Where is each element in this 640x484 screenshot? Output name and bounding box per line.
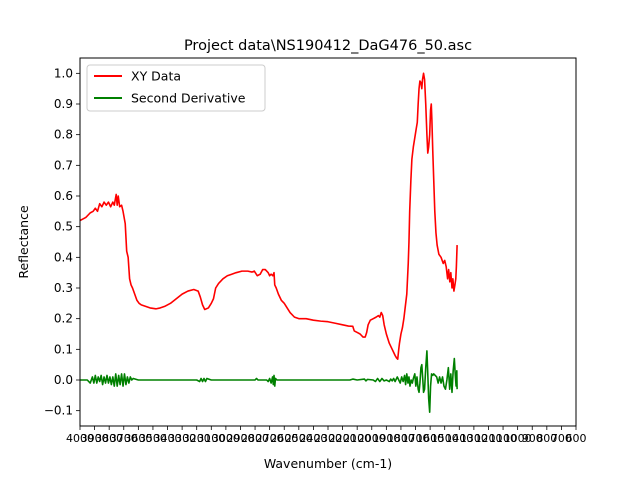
y-tick-label: 0.8 — [54, 128, 73, 142]
y-axis: −0.1 0.0 0.1 0.2 0.3 0.4 0.5 0.6 0.7 0.8 0.9 1.0 — [44, 66, 80, 418]
x-tick-label: 2200 — [329, 432, 357, 445]
x-tick-label: 3100 — [197, 432, 225, 445]
y-tick-label: 0.0 — [54, 373, 73, 387]
y-tick-label: 1.0 — [54, 66, 73, 80]
x-tick-label: 2300 — [314, 432, 342, 445]
legend: XY Data Second Derivative — [86, 64, 266, 112]
x-tick-label: 600 — [566, 432, 587, 445]
x-tick-label: 2700 — [256, 432, 284, 445]
x-tick-label: 1500 — [431, 432, 459, 445]
x-tick-label: 1900 — [372, 432, 400, 445]
y-tick-label: 0.6 — [54, 189, 73, 203]
x-tick-label: 2500 — [285, 432, 313, 445]
x-tick-label: 1400 — [445, 432, 473, 445]
y-tick-label: 0.7 — [54, 158, 73, 172]
x-tick-label: 3900 — [81, 432, 109, 445]
x-tick-label: 1600 — [416, 432, 444, 445]
x-tick-label: 2400 — [299, 432, 327, 445]
x-axis: 4000390038003700360035003400330032003100… — [66, 426, 587, 445]
x-tick-label: 3300 — [168, 432, 196, 445]
x-tick-label: 1300 — [460, 432, 488, 445]
y-tick-label: 0.3 — [54, 281, 73, 295]
x-tick-label: 1700 — [402, 432, 430, 445]
y-tick-label: 0.2 — [54, 312, 73, 326]
x-tick-label: 1000 — [504, 432, 532, 445]
legend-box — [86, 64, 266, 112]
x-tick-label: 2000 — [358, 432, 386, 445]
x-axis-label: Wavenumber (cm-1) — [264, 456, 392, 471]
y-tick-label: −0.1 — [44, 404, 73, 418]
x-tick-label: 3600 — [124, 432, 152, 445]
chart-title: Project data\NS190412_DaG476_50.asc — [184, 38, 472, 54]
x-tick-label: 2100 — [343, 432, 371, 445]
x-tick-label: 3400 — [154, 432, 182, 445]
x-tick-label: 3000 — [212, 432, 240, 445]
x-tick-label: 3500 — [139, 432, 167, 445]
y-tick-label: 0.9 — [54, 97, 73, 111]
x-tick-label: 4000 — [66, 432, 94, 445]
x-tick-label: 2800 — [241, 432, 269, 445]
x-tick-label: 1800 — [387, 432, 415, 445]
series-line-xy-data — [80, 72, 458, 360]
x-tick-label: 800 — [536, 432, 557, 445]
x-tick-label: 3700 — [110, 432, 138, 445]
series-line-second-derivative — [80, 350, 458, 413]
x-tick-label: 3800 — [95, 432, 123, 445]
y-tick-label: 0.5 — [54, 220, 73, 234]
y-tick-label: 0.4 — [54, 250, 73, 264]
y-tick-label: 0.1 — [54, 342, 73, 356]
series-layer — [80, 72, 458, 413]
x-tick-label: 900 — [522, 432, 543, 445]
x-tick-label: 1200 — [474, 432, 502, 445]
x-tick-label: 2900 — [226, 432, 254, 445]
x-tick-label: 700 — [551, 432, 572, 445]
x-tick-label: 2600 — [270, 432, 298, 445]
legend-label-xy-data: XY Data — [131, 69, 181, 84]
legend-label-second-derivative: Second Derivative — [131, 91, 246, 106]
y-axis-label: Reflectance — [16, 205, 31, 279]
x-tick-label: 3200 — [183, 432, 211, 445]
x-tick-label: 1100 — [489, 432, 517, 445]
